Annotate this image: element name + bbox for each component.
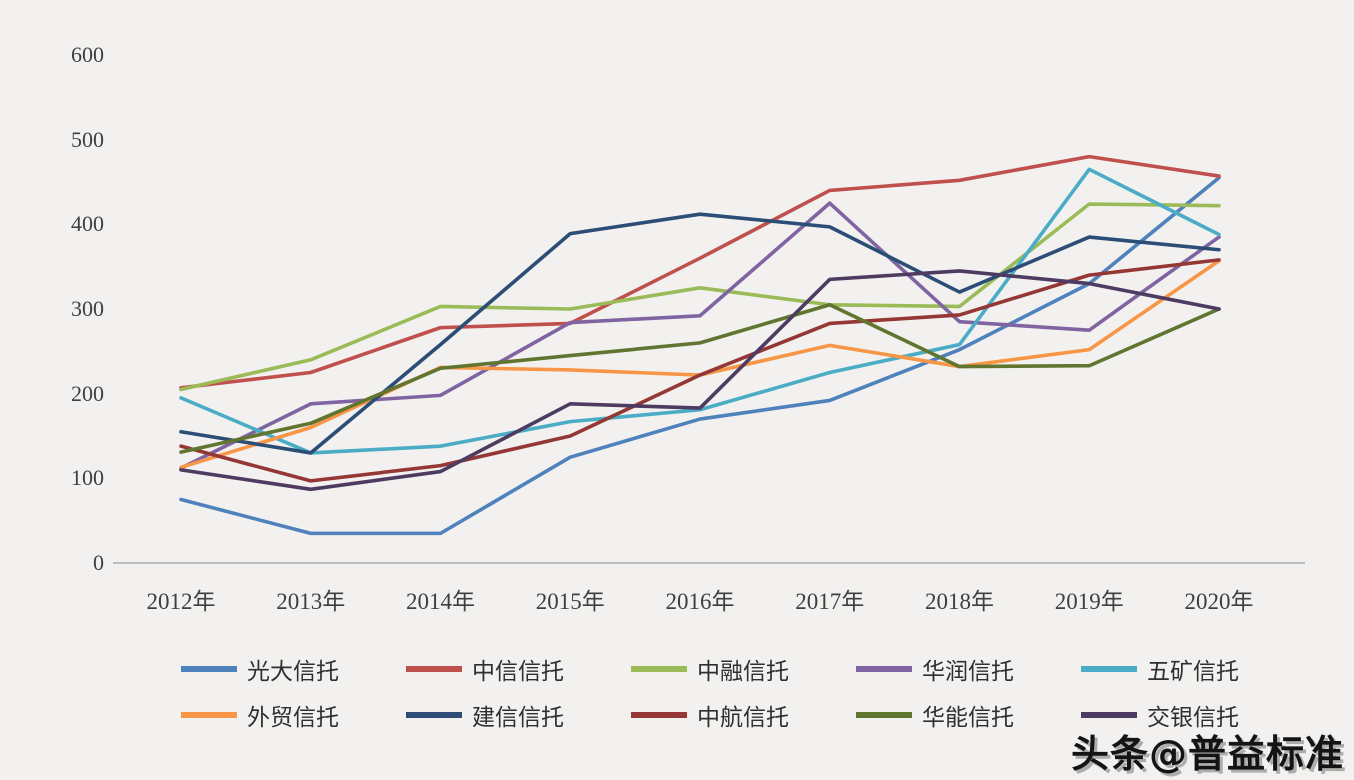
- legend-color-swatch: [1081, 712, 1137, 718]
- legend-color-swatch: [631, 712, 687, 718]
- legend-color-swatch: [1081, 666, 1137, 672]
- legend-item-建信信托: 建信信托: [406, 698, 564, 732]
- x-tick-label: 2015年: [535, 589, 605, 614]
- series-line-中融信托: [179, 202, 1221, 392]
- legend-color-swatch: [856, 712, 912, 718]
- legend-label: 光大信托: [247, 659, 339, 684]
- legend-color-swatch: [406, 712, 462, 718]
- legend-item-华能信托: 华能信托: [856, 698, 1014, 732]
- legend-color-swatch: [181, 712, 237, 718]
- legend-color-swatch: [406, 666, 462, 672]
- y-tick-label: 300: [71, 296, 104, 321]
- x-tick-label: 2014年: [406, 589, 475, 614]
- series-line-中航信托: [179, 258, 1221, 483]
- legend-item-交银信托: 交银信托: [1081, 698, 1239, 732]
- series-line-光大信托: [179, 175, 1221, 536]
- legend-item-华润信托: 华润信托: [856, 652, 1014, 686]
- legend-color-swatch: [856, 666, 912, 672]
- x-tick-label: 2019年: [1054, 589, 1124, 614]
- series-line-交银信托: [179, 269, 1221, 492]
- y-tick-label: 100: [71, 465, 104, 491]
- legend-item-中信信托: 中信信托: [406, 652, 564, 686]
- legend-item-外贸信托: 外贸信托: [181, 698, 339, 732]
- series-line-华能信托: [179, 302, 1221, 454]
- y-tick-label: 500: [71, 126, 104, 152]
- series-line-建信信托: [179, 212, 1221, 455]
- legend-color-swatch: [181, 666, 237, 672]
- legend-item-中航信托: 中航信托: [631, 698, 789, 732]
- x-tick-label: 2012年: [146, 589, 216, 614]
- x-tick-label: 2017年: [795, 589, 865, 614]
- legend-item-光大信托: 光大信托: [181, 652, 339, 686]
- legend-label: 交银信托: [1147, 705, 1239, 730]
- y-tick-label: 400: [71, 211, 104, 237]
- y-tick-label: 600: [71, 42, 104, 67]
- legend-label: 华能信托: [922, 705, 1014, 730]
- legend-label: 华润信托: [922, 659, 1014, 684]
- legend-label: 中信信托: [472, 659, 564, 684]
- legend-item-中融信托: 中融信托: [631, 652, 789, 686]
- series-line-华润信托: [179, 201, 1221, 470]
- x-tick-label: 2013年: [276, 589, 346, 614]
- legend-label: 外贸信托: [247, 705, 339, 730]
- y-tick-label: 0: [93, 550, 104, 575]
- legend-label: 中航信托: [697, 705, 789, 730]
- x-axis-line: [113, 562, 1305, 564]
- legend-color-swatch: [631, 666, 687, 672]
- legend-label: 中融信托: [697, 659, 789, 684]
- y-tick-label: 200: [71, 380, 104, 406]
- legend-label: 五矿信托: [1147, 659, 1239, 684]
- x-tick-label: 2018年: [925, 589, 994, 614]
- legend-item-五矿信托: 五矿信托: [1081, 652, 1239, 686]
- series-line-中信信托: [179, 154, 1221, 390]
- x-tick-label: 2016年: [665, 589, 735, 614]
- x-tick-label: 2020年: [1184, 589, 1254, 614]
- watermark-text: 头条@普益标准: [1070, 732, 1344, 776]
- legend-label: 建信信托: [472, 705, 564, 730]
